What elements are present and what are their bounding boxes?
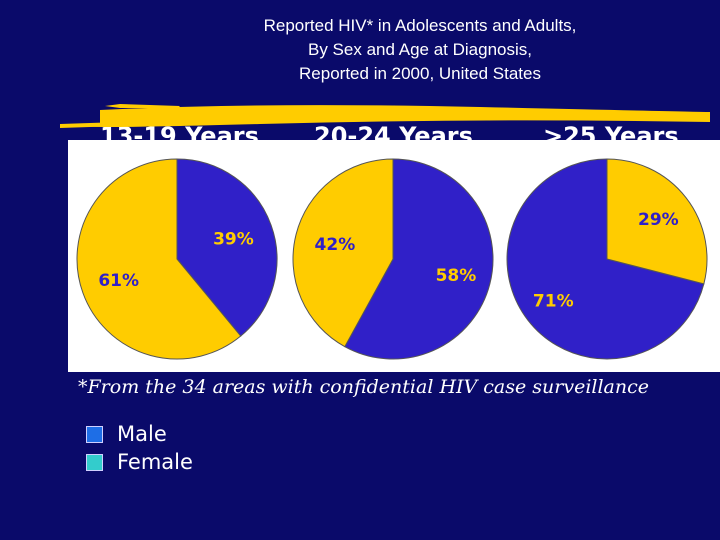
title-line-1: Reported HIV* in Adolescents and Adults, xyxy=(263,16,577,35)
pie-1-label-female: 61% xyxy=(98,271,139,291)
pie-3-label-male: 71% xyxy=(533,292,574,312)
footnote: *From the 34 areas with confidential HIV… xyxy=(78,376,650,398)
legend-label-female: Female xyxy=(117,450,193,474)
pie-2-slice-male xyxy=(344,158,494,360)
pie-3-label-female: 29% xyxy=(638,210,679,230)
pie-2-label-female: 42% xyxy=(315,235,356,255)
brush-stroke-divider xyxy=(60,104,710,128)
pie-2-label-male: 58% xyxy=(436,266,477,286)
pie-3-slice-male xyxy=(506,158,705,360)
pie-3-slice-female xyxy=(606,158,708,285)
pie-1-slice-male xyxy=(176,158,278,337)
title-line-3: Reported in 2000, United States xyxy=(299,64,541,83)
chart-panel: 39% 61% 58% 42% 71% 29% xyxy=(68,140,720,372)
legend-label-male: Male xyxy=(117,422,167,446)
chart-title: Reported HIV* in Adolescents and Adults,… xyxy=(200,14,640,86)
pie-2-slice-female xyxy=(292,158,394,348)
legend-swatch-female xyxy=(86,453,103,471)
legend-item-female: Female xyxy=(86,448,193,476)
legend-swatch-male xyxy=(86,425,103,443)
pie-charts: 39% 61% 58% 42% 71% 29% xyxy=(76,158,708,360)
pie-1-slice-female xyxy=(76,158,242,360)
title-line-2: By Sex and Age at Diagnosis, xyxy=(308,40,532,59)
pie-1-label-male: 39% xyxy=(213,230,254,250)
legend-item-male: Male xyxy=(86,420,193,448)
legend: Male Female xyxy=(86,420,193,476)
